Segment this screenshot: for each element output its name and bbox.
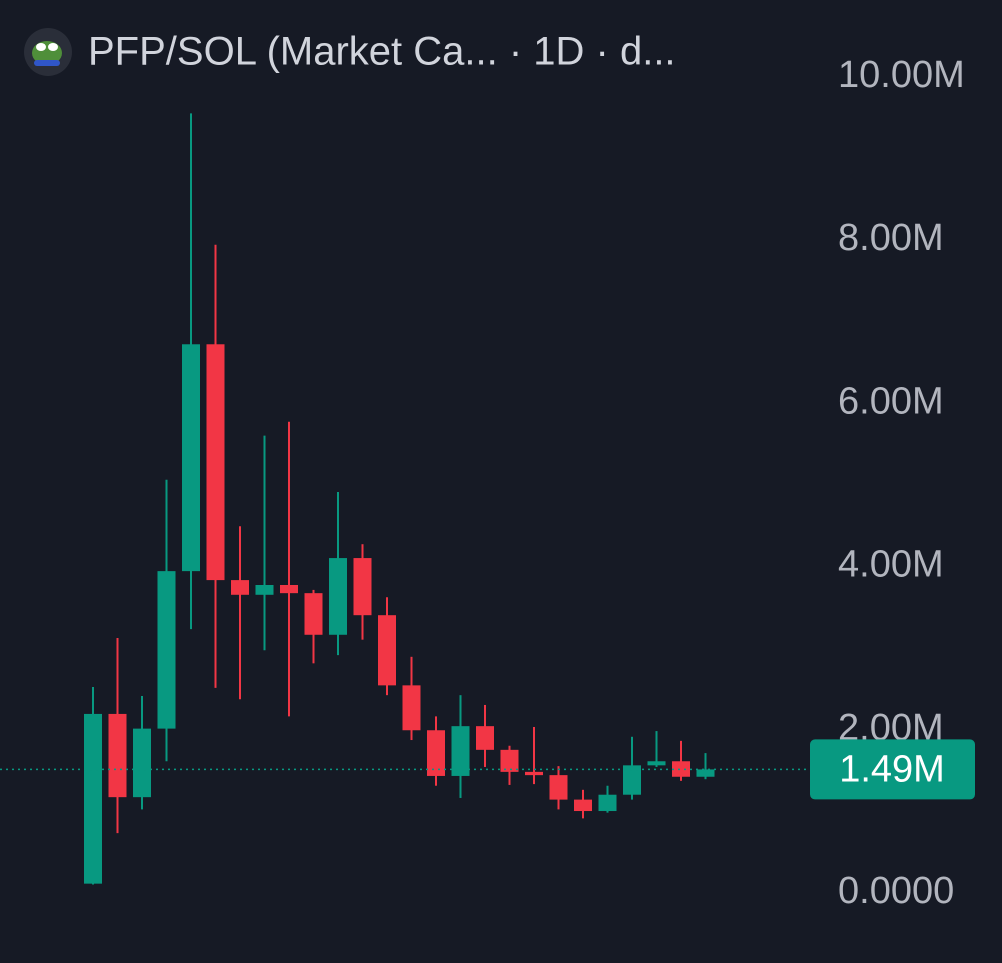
- candle-body: [696, 769, 715, 777]
- y-tick-label: 8.00M: [838, 217, 944, 259]
- candle-body: [182, 344, 200, 572]
- candle-body: [353, 558, 372, 616]
- candle-body: [304, 593, 323, 635]
- symbol-icon: [24, 28, 72, 76]
- candle-body: [623, 765, 641, 795]
- candle-body: [476, 726, 494, 750]
- candle-body: [647, 761, 666, 766]
- candle-body: [231, 580, 249, 595]
- candle-body: [598, 794, 617, 812]
- candle-body: [378, 615, 396, 686]
- candle-body: [549, 775, 568, 800]
- candle-body: [672, 761, 690, 777]
- candle-body: [133, 728, 151, 798]
- y-tick-label: 10.00M: [838, 54, 965, 96]
- last-price-label: 1.49M: [839, 748, 945, 790]
- y-tick-label: 4.00M: [838, 544, 944, 586]
- candle-body: [255, 585, 274, 595]
- candle-body: [402, 685, 421, 731]
- candle-body: [525, 771, 543, 776]
- candle-body: [84, 713, 102, 884]
- icon-eye: [48, 43, 58, 51]
- chart-title: PFP/SOL (Market Ca... · 1D · d...: [88, 30, 676, 74]
- candle-body: [500, 749, 519, 772]
- last-price-box: [810, 739, 975, 800]
- icon-eye: [36, 43, 46, 51]
- y-tick-label: 0.0000: [838, 870, 954, 912]
- candle-body: [427, 730, 445, 776]
- y-tick-label: 6.00M: [838, 380, 944, 422]
- candle-body: [108, 713, 127, 798]
- candle-body: [329, 558, 347, 635]
- candle-body: [280, 585, 298, 594]
- icon-shirt: [34, 60, 60, 66]
- candle-body: [451, 726, 470, 776]
- candle-body: [157, 571, 176, 729]
- candle-body: [206, 344, 225, 581]
- candle-body: [574, 799, 592, 812]
